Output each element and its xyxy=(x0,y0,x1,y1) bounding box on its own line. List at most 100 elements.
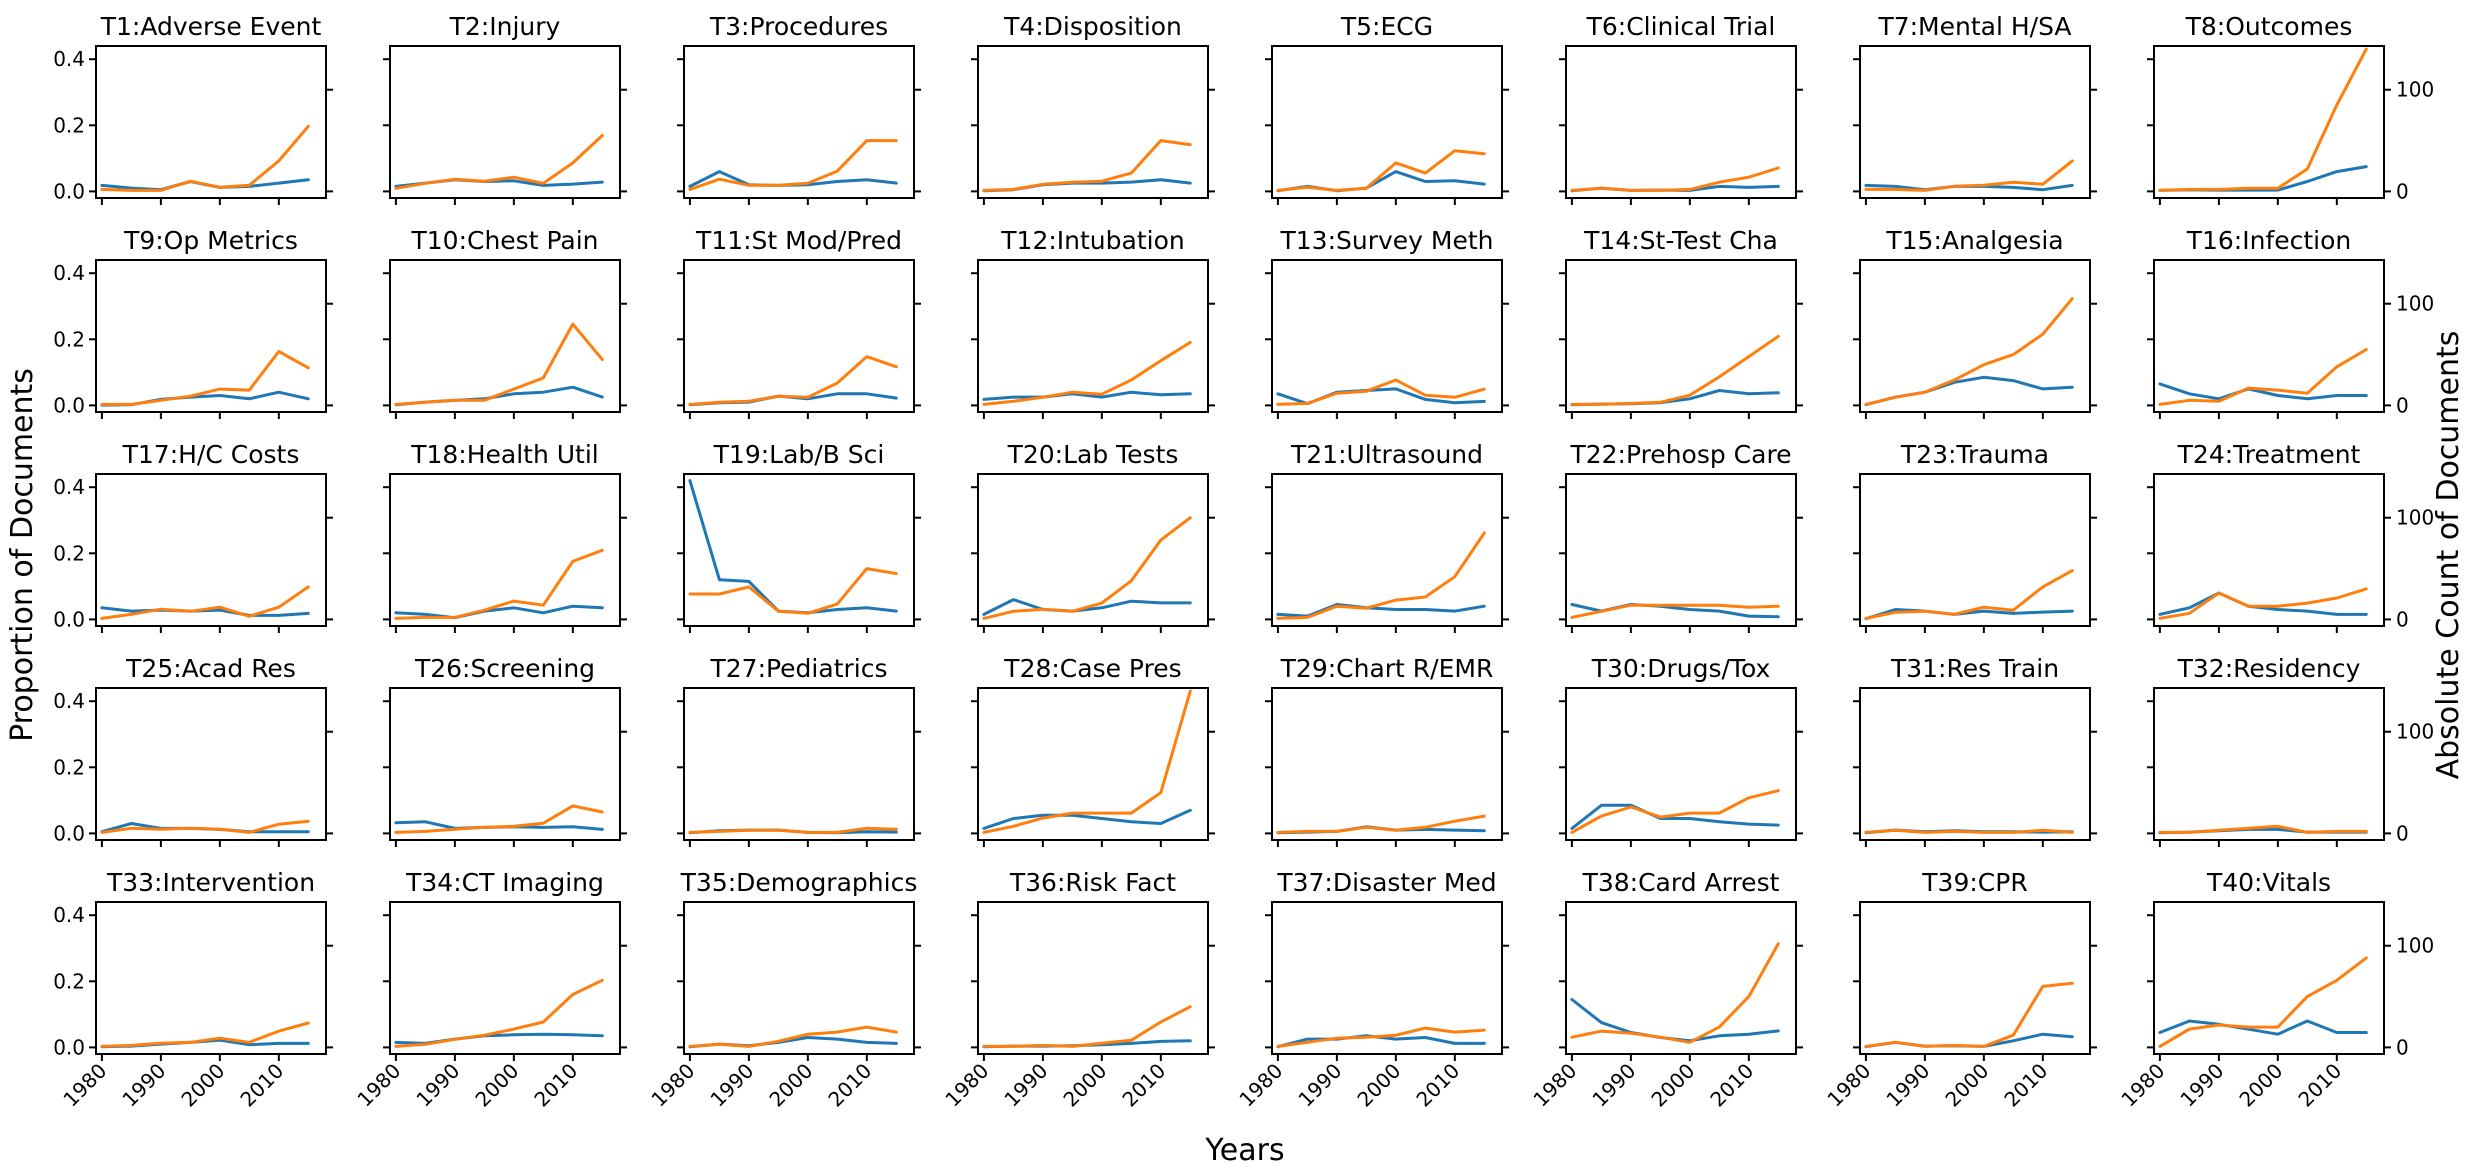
y-tick-label-left: 0.4 xyxy=(53,475,85,499)
panel-title: T17:H/C Costs xyxy=(122,440,300,469)
panel-title: T4:Disposition xyxy=(1003,12,1182,41)
panel-title: T3:Procedures xyxy=(709,12,888,41)
panel: T19:Lab/B Sci xyxy=(677,440,921,633)
count-series-line xyxy=(100,1021,310,1048)
y-tick-label-left: 0.4 xyxy=(53,689,85,713)
panel: T16:Infection 0 100 xyxy=(2147,226,2434,419)
panel-title: T19:Lab/B Sci xyxy=(713,440,885,469)
count-series-line xyxy=(2158,587,2368,620)
x-tick-label: 2010 xyxy=(823,1059,876,1112)
panel-frame xyxy=(2153,687,2385,841)
count-series-line xyxy=(2158,47,2368,192)
x-tick-label: 1980 xyxy=(2116,1059,2169,1112)
count-series-line xyxy=(1276,378,1486,406)
count-series-line xyxy=(982,516,1192,620)
panel-title: T38:Card Arrest xyxy=(1582,868,1780,897)
x-tick-label: 2010 xyxy=(2293,1059,2346,1112)
count-series-line xyxy=(100,585,310,620)
panel: T25:Acad Res 0.0 0.2 0.4 xyxy=(53,654,333,847)
y-tick-label-left: 0.2 xyxy=(53,113,85,137)
x-tick-label: 1990 xyxy=(705,1059,758,1112)
x-tick-label: 1980 xyxy=(1234,1059,1287,1112)
count-series-line xyxy=(1864,828,2074,834)
proportion-series-line xyxy=(1864,375,2074,407)
count-series-line xyxy=(1864,981,2074,1048)
panel-title: T9:Op Metrics xyxy=(123,226,298,255)
count-series-line xyxy=(394,134,604,190)
panel-frame xyxy=(95,687,327,841)
count-series-line xyxy=(982,1005,1192,1048)
panel-title: T23:Trauma xyxy=(1900,440,2049,469)
y-tick-label-left: 0.2 xyxy=(53,327,85,351)
x-tick-label: 1980 xyxy=(940,1059,993,1112)
panel-title: T30:Drugs/Tox xyxy=(1591,654,1771,683)
x-tick-label: 2010 xyxy=(1705,1059,1758,1112)
panel-title: T8:Outcomes xyxy=(2185,12,2353,41)
panel-frame xyxy=(683,473,915,627)
panel-title: T13:Survey Meth xyxy=(1279,226,1493,255)
count-series-line xyxy=(982,689,1192,834)
panel-title: T21:Ultrasound xyxy=(1290,440,1483,469)
panel: T2:Injury xyxy=(383,12,627,205)
count-series-line xyxy=(1570,603,1780,619)
count-series-line xyxy=(2158,824,2368,834)
panel: T15:Analgesia xyxy=(1853,226,2097,419)
count-series-line xyxy=(394,804,604,834)
x-tick-label: 1990 xyxy=(1293,1059,1346,1112)
count-series-line xyxy=(100,124,310,192)
count-series-line xyxy=(394,548,604,620)
panel: T38:Card Arrest 1980 1990 2000 2010 xyxy=(1528,868,1803,1112)
panel: T18:Health Util xyxy=(383,440,627,633)
count-series-line xyxy=(1864,297,2074,406)
x-tick-label: 2000 xyxy=(1058,1059,1111,1112)
count-series-line xyxy=(394,978,604,1048)
y-tick-label-left: 0.2 xyxy=(53,541,85,565)
proportion-series-line xyxy=(1276,603,1486,618)
y-tick-label-right: 100 xyxy=(2396,78,2434,102)
x-tick-label: 2000 xyxy=(470,1059,523,1112)
y-tick-label-left: 0.0 xyxy=(53,393,85,417)
y-tick-label-left: 0.0 xyxy=(53,821,85,845)
panel-title: T34:CT Imaging xyxy=(405,868,604,897)
count-series-line xyxy=(1570,166,1780,192)
panel-frame xyxy=(1565,259,1797,413)
count-series-line xyxy=(1276,149,1486,192)
panel-title: T11:St Mod/Pred xyxy=(695,226,902,255)
panel-frame xyxy=(977,901,1209,1055)
panel-title: T2:Injury xyxy=(449,12,561,41)
panel-frame xyxy=(2153,259,2385,413)
panel-frame xyxy=(1271,259,1503,413)
panel-title: T16:Infection xyxy=(2186,226,2352,255)
count-series-line xyxy=(100,819,310,834)
panel-title: T40:Vitals xyxy=(2206,868,2331,897)
y-tick-label-left: 0.4 xyxy=(53,903,85,927)
count-series-line xyxy=(982,340,1192,406)
proportion-series-line xyxy=(982,390,1192,401)
proportion-series-line xyxy=(2158,591,2368,616)
x-tick-label: 2010 xyxy=(1411,1059,1464,1112)
proportion-series-line xyxy=(1570,998,1780,1043)
count-series-line xyxy=(2158,348,2368,406)
panel-title: T32:Residency xyxy=(2177,654,2361,683)
panel-frame xyxy=(683,259,915,413)
y-tick-label-left: 0.4 xyxy=(53,47,85,71)
panel: T33:Intervention 0.0 0.2 0.4 1980 1990 2000 201… xyxy=(53,868,333,1112)
panel-frame xyxy=(95,473,327,627)
x-tick-label: 2010 xyxy=(1999,1059,2052,1112)
panel-frame xyxy=(1271,473,1503,627)
panel: T8:Outcomes 0 100 xyxy=(2147,12,2434,205)
y-tick-label-left: 0.0 xyxy=(53,179,85,203)
panel-frame xyxy=(1859,687,2091,841)
panel-frame xyxy=(1565,473,1797,627)
x-tick-label: 1990 xyxy=(2175,1059,2228,1112)
panel-frame xyxy=(1565,687,1797,841)
panel: T30:Drugs/Tox xyxy=(1559,654,1803,847)
panel-frame xyxy=(1565,45,1797,199)
panel: T13:Survey Meth xyxy=(1265,226,1509,419)
panel-title: T33:Intervention xyxy=(106,868,315,897)
count-series-line xyxy=(688,139,898,191)
panel-frame xyxy=(1859,901,2091,1055)
panel-title: T10:Chest Pain xyxy=(410,226,598,255)
panel-title: T14:St-Test Cha xyxy=(1583,226,1778,255)
